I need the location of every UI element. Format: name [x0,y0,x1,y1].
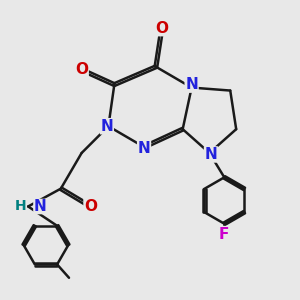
Text: N: N [205,147,217,162]
Text: H: H [15,200,27,214]
Text: O: O [155,21,168,36]
Text: N: N [138,141,150,156]
Text: N: N [100,119,113,134]
Text: O: O [84,199,97,214]
Text: N: N [185,77,198,92]
Text: F: F [219,226,230,242]
Text: N: N [34,199,46,214]
Text: O: O [75,62,88,77]
